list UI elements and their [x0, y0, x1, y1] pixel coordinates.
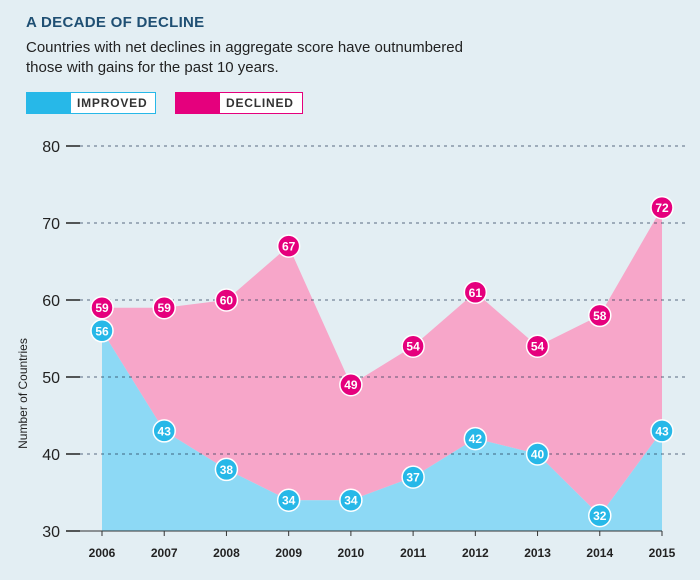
- declined-point: [214, 288, 239, 312]
- declined-data-label: 61: [469, 286, 483, 300]
- declined-point: [401, 334, 425, 358]
- x-tick-label: 2010: [338, 546, 365, 560]
- improved-data-label: 32: [593, 509, 607, 523]
- x-tick-label: 2015: [649, 546, 676, 560]
- x-tick-label: 2009: [275, 546, 302, 560]
- declined-point: [463, 280, 488, 305]
- legend-improved: IMPROVED: [26, 92, 157, 114]
- x-tick-label: 2008: [213, 546, 240, 560]
- chart-subtitle: Countries with net declines in aggregate…: [26, 39, 463, 76]
- declined-point: [90, 295, 114, 320]
- declined-data-label: 58: [593, 309, 607, 323]
- y-tick-label: 60: [42, 293, 60, 310]
- y-tick-label: 70: [42, 216, 60, 233]
- x-tick-label: 2011: [400, 546, 426, 560]
- improved-data-label: 40: [531, 448, 545, 462]
- declined-data-label: 60: [220, 294, 234, 308]
- legend-declined-label: DECLINED: [220, 93, 302, 113]
- y-tick-label: 50: [42, 370, 60, 387]
- improved-point: [152, 419, 176, 443]
- declined-point: [525, 334, 550, 358]
- declined-data-label: 59: [95, 301, 109, 315]
- declined-data-label: 49: [344, 378, 358, 392]
- declined-point: [339, 372, 363, 397]
- declined-data-label: 72: [655, 201, 669, 215]
- improved-data-label: 43: [158, 424, 172, 438]
- legend-declined: DECLINED: [175, 92, 303, 114]
- improved-data-label: 34: [344, 494, 358, 508]
- y-tick-label: 30: [42, 524, 60, 541]
- y-tick-label: 80: [42, 139, 60, 156]
- x-tick-label: 2007: [151, 546, 178, 560]
- improved-point: [401, 465, 425, 489]
- improved-data-label: 34: [282, 494, 296, 508]
- improved-point: [463, 426, 488, 451]
- declined-data-label: 67: [282, 240, 296, 254]
- declined-area: [102, 207, 662, 516]
- improved-point: [214, 457, 239, 482]
- declined-point: [588, 303, 612, 328]
- x-tick-label: 2012: [462, 546, 489, 560]
- declined-point: [152, 295, 176, 320]
- improved-data-label: 42: [469, 432, 483, 446]
- declined-data-label: 54: [406, 340, 420, 354]
- improved-data-label: 43: [655, 424, 669, 438]
- legend-declined-swatch: [176, 93, 220, 113]
- improved-point: [588, 503, 612, 528]
- x-tick-label: 2014: [586, 546, 613, 560]
- declined-data-label: 59: [158, 301, 172, 315]
- improved-point: [339, 488, 363, 512]
- x-tick-label: 2013: [524, 546, 551, 560]
- y-axis-label: Number of Countries: [16, 338, 30, 449]
- legend-improved-swatch: [27, 93, 71, 113]
- legend-improved-label: IMPROVED: [71, 93, 156, 113]
- improved-data-label: 37: [406, 471, 420, 485]
- y-tick-label: 40: [42, 447, 60, 464]
- declined-point: [650, 195, 674, 220]
- declined-data-label: 54: [531, 340, 545, 354]
- improved-point: [90, 319, 114, 343]
- improved-data-label: 38: [220, 463, 234, 477]
- x-tick-label: 2006: [89, 546, 116, 560]
- improved-area: [102, 330, 662, 531]
- improved-point: [650, 419, 674, 443]
- improved-data-label: 56: [95, 324, 109, 338]
- declined-point: [276, 234, 301, 258]
- improved-point: [276, 488, 301, 512]
- improved-point: [525, 442, 550, 466]
- chart-title: A DECADE OF DECLINE: [26, 14, 205, 31]
